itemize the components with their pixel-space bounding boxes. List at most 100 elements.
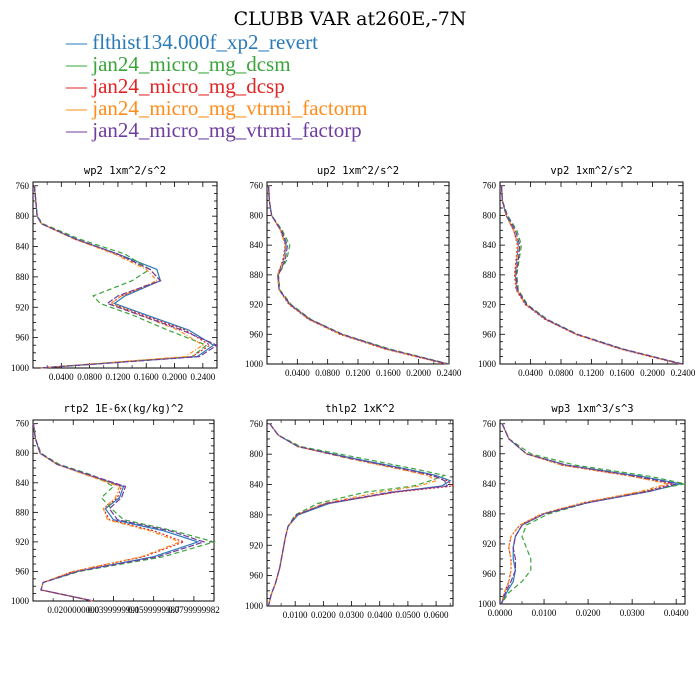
y-tick-label: 880	[483, 270, 497, 280]
x-tick-label: 0.0100	[532, 608, 557, 618]
panel: up2 1xm^2/s^2 760 800 840 880 920 960 1000 0.040…	[245, 165, 462, 378]
series-line	[33, 185, 219, 369]
series-line	[267, 423, 449, 607]
panel-title: vp2 1xm^2/s^2	[550, 165, 632, 177]
y-tick-label: 960	[483, 569, 497, 579]
x-tick-label: 0.0800	[315, 368, 340, 378]
y-tick-label: 800	[250, 210, 264, 220]
figure-title: CLUBB VAR at260E,-7N	[233, 8, 467, 30]
x-tick-label: 0.0600	[424, 610, 449, 620]
y-tick-label: 920	[16, 302, 30, 312]
y-tick-label: 920	[483, 300, 497, 310]
x-tick-label: 0.0100	[283, 610, 308, 620]
series-line	[267, 185, 447, 365]
series-line	[267, 423, 447, 607]
y-tick-label: 760	[250, 419, 264, 429]
y-tick-label: 840	[483, 479, 497, 489]
y-tick-label: 920	[483, 539, 497, 549]
y-tick-label: 1000	[478, 599, 497, 609]
y-tick-label: 760	[250, 181, 264, 191]
legend-item: — jan24_micro_mg_vtrmi_factorp	[66, 118, 362, 142]
y-tick-label: 880	[16, 507, 30, 517]
y-tick-label: 920	[250, 300, 264, 310]
y-tick-label: 960	[483, 329, 497, 339]
x-tick-label: 0.0200	[576, 608, 601, 618]
x-tick-label: 0.0800	[77, 372, 102, 382]
legend-label: flthist134.000f_xp2_revert	[92, 30, 318, 54]
x-tick-label: 0.0200000000	[47, 605, 99, 615]
plot-frame	[32, 181, 218, 369]
plot-frame	[266, 419, 454, 607]
y-tick-label: 840	[250, 240, 264, 250]
panel: rtp2 1E-6x(kg/kg)^2 760 800 840 880 920 960 100…	[11, 403, 220, 615]
plot-frame	[32, 419, 215, 602]
y-tick-label: 1000	[245, 359, 264, 369]
x-tick-label: 0.0400	[285, 368, 310, 378]
series-line	[500, 185, 681, 365]
series-line	[32, 423, 217, 602]
panel: wp2 1xm^2/s^2 760 800 840 880 920 960 1000 0.040…	[11, 165, 219, 382]
x-tick-label: 0.2400	[190, 372, 215, 382]
legend-label: jan24_micro_mg_vtrmi_factorm	[92, 96, 368, 120]
legend-label: jan24_micro_mg_dcsp	[92, 74, 285, 98]
y-tick-label: 920	[250, 540, 264, 550]
x-tick-label: 0.0300	[339, 610, 364, 620]
x-tick-label: 0.0000	[488, 608, 513, 618]
x-tick-label: 0.0400	[664, 608, 689, 618]
plot-frame	[499, 181, 684, 365]
series-line	[500, 423, 672, 605]
y-tick-label: 800	[250, 449, 264, 459]
x-tick-label: 0.1600	[134, 372, 159, 382]
x-tick-label: 0.1200	[106, 372, 131, 382]
series-line	[267, 185, 447, 365]
series-line	[500, 185, 682, 365]
legend-item: — jan24_micro_mg_dcsp	[66, 74, 285, 98]
y-tick-label: 880	[483, 509, 497, 519]
series-line	[267, 185, 449, 365]
series-line	[267, 185, 450, 365]
y-tick-label: 1000	[245, 601, 264, 611]
y-tick-label: 1000	[11, 596, 30, 606]
series-line	[500, 185, 683, 365]
panel-title: rtp2 1E-6x(kg/kg)^2	[63, 403, 183, 415]
y-tick-label: 880	[250, 270, 264, 280]
plot-frame	[499, 419, 686, 605]
series-line	[500, 423, 681, 605]
x-tick-label: 0.0400	[367, 610, 392, 620]
x-tick-label: 0.0500	[396, 610, 421, 620]
series-line	[500, 185, 681, 365]
legend-item: — jan24_micro_mg_vtrmi_factorm	[66, 96, 368, 120]
y-tick-label: 960	[16, 566, 30, 576]
series-line	[33, 185, 208, 369]
x-tick-label: 0.1200	[579, 368, 604, 378]
y-tick-label: 840	[16, 242, 30, 252]
panel-title: thlp2 1xK^2	[325, 403, 395, 415]
y-tick-label: 960	[250, 571, 264, 581]
series-line	[500, 423, 677, 605]
panel: wp3 1xm^3/s^3 760 800 840 880 920 960 10000.000…	[478, 403, 689, 618]
y-tick-label: 840	[250, 480, 264, 490]
y-tick-label: 880	[250, 510, 264, 520]
y-tick-label: 800	[16, 211, 30, 221]
series-line	[500, 423, 686, 605]
panel-title: wp3 1xm^3/s^3	[551, 403, 633, 415]
series-line	[267, 185, 448, 365]
legend-label: jan24_micro_mg_vtrmi_factorp	[92, 118, 362, 142]
series-line	[500, 185, 684, 365]
y-tick-label: 920	[16, 537, 30, 547]
x-tick-label: 0.0799999982	[168, 605, 220, 615]
y-tick-label: 840	[483, 240, 497, 250]
x-tick-label: 0.0399999991	[88, 605, 140, 615]
series-line	[267, 423, 452, 607]
y-tick-label: 1000	[11, 363, 30, 373]
legend-item: — flthist134.000f_xp2_revert	[66, 30, 318, 54]
x-tick-label: 0.0400	[49, 372, 74, 382]
panel-title: up2 1xm^2/s^2	[317, 165, 399, 177]
x-tick-label: 0.2000	[162, 372, 187, 382]
y-tick-label: 800	[483, 210, 497, 220]
y-tick-label: 800	[16, 448, 30, 458]
x-tick-label: 0.2400	[671, 368, 696, 378]
y-tick-label: 800	[483, 449, 497, 459]
series-line	[33, 185, 212, 369]
x-tick-label: 0.2400	[437, 368, 462, 378]
